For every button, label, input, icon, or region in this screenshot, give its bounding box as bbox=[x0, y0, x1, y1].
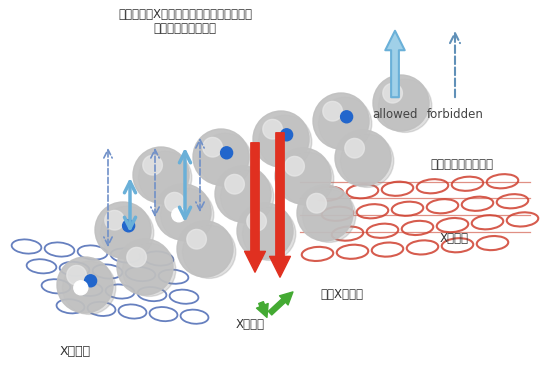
Circle shape bbox=[307, 194, 326, 213]
Circle shape bbox=[139, 151, 192, 204]
Circle shape bbox=[280, 152, 334, 205]
Circle shape bbox=[237, 203, 293, 259]
Circle shape bbox=[74, 281, 88, 295]
Circle shape bbox=[199, 133, 252, 187]
Circle shape bbox=[263, 119, 282, 139]
Circle shape bbox=[187, 229, 206, 249]
Text: 共鳴X線散乱: 共鳴X線散乱 bbox=[320, 289, 363, 301]
Text: X線放出: X線放出 bbox=[440, 231, 469, 244]
Text: 中間状態（X線のエネルギーを吸収して、: 中間状態（X線のエネルギーを吸収して、 bbox=[118, 8, 252, 21]
Circle shape bbox=[253, 111, 309, 167]
Circle shape bbox=[275, 148, 331, 204]
Circle shape bbox=[161, 188, 214, 241]
Text: X線入射: X線入射 bbox=[59, 345, 91, 358]
Circle shape bbox=[183, 225, 236, 279]
Circle shape bbox=[165, 192, 184, 212]
Circle shape bbox=[203, 137, 222, 157]
Circle shape bbox=[247, 211, 266, 231]
Circle shape bbox=[373, 75, 429, 131]
Circle shape bbox=[105, 210, 124, 230]
Circle shape bbox=[340, 111, 353, 123]
Circle shape bbox=[323, 102, 343, 121]
Circle shape bbox=[297, 185, 353, 241]
Circle shape bbox=[123, 220, 135, 232]
Text: allowed: allowed bbox=[372, 108, 418, 121]
Circle shape bbox=[95, 202, 151, 258]
Circle shape bbox=[280, 129, 293, 141]
Circle shape bbox=[221, 170, 274, 223]
Circle shape bbox=[340, 134, 394, 187]
Circle shape bbox=[143, 155, 162, 175]
Circle shape bbox=[155, 184, 211, 240]
Circle shape bbox=[302, 189, 356, 243]
Circle shape bbox=[117, 239, 173, 295]
Circle shape bbox=[193, 129, 249, 185]
Circle shape bbox=[313, 93, 369, 149]
Circle shape bbox=[258, 115, 312, 169]
Circle shape bbox=[133, 147, 189, 203]
Circle shape bbox=[215, 166, 271, 222]
Circle shape bbox=[101, 206, 154, 259]
Circle shape bbox=[318, 97, 372, 151]
Circle shape bbox=[345, 138, 365, 158]
Circle shape bbox=[177, 221, 233, 277]
Circle shape bbox=[123, 243, 176, 296]
Circle shape bbox=[225, 174, 244, 194]
Circle shape bbox=[127, 247, 146, 267]
Circle shape bbox=[383, 84, 403, 103]
Circle shape bbox=[221, 147, 233, 159]
Circle shape bbox=[243, 207, 296, 261]
Circle shape bbox=[63, 261, 116, 314]
Circle shape bbox=[172, 208, 186, 222]
Circle shape bbox=[285, 156, 304, 176]
Text: 電子励起を起こす）: 電子励起を起こす） bbox=[153, 22, 217, 35]
Circle shape bbox=[85, 275, 97, 287]
Circle shape bbox=[335, 130, 391, 186]
Text: X線吸収: X線吸収 bbox=[235, 318, 265, 331]
Circle shape bbox=[57, 257, 113, 313]
Text: forbidden: forbidden bbox=[427, 108, 483, 121]
Text: 散乱経路の干渉効果: 散乱経路の干渉効果 bbox=[430, 159, 493, 171]
Circle shape bbox=[378, 79, 432, 132]
Circle shape bbox=[67, 265, 86, 285]
